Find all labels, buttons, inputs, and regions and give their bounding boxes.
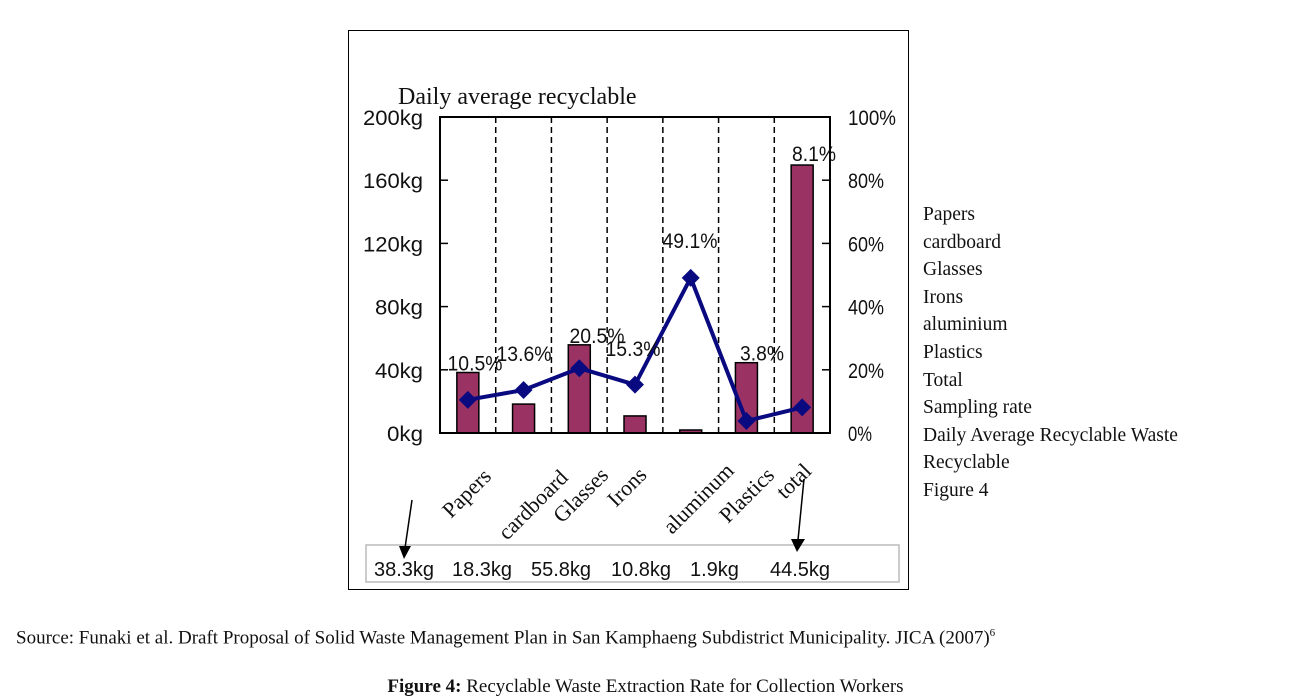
bar [511,403,536,434]
chart-title: Daily average recyclable [398,84,637,110]
rate-label: 15.3% [606,338,661,361]
caption-text: Recyclable Waste Extraction Rate for Col… [461,676,904,697]
legend-list-item: Figure 4 [923,479,989,501]
plot-border [439,116,831,434]
rate-label: 49.1% [663,230,718,253]
legend-list-item: cardboard [923,231,1001,253]
source-superscript: 6 [989,627,996,639]
y-right-tick-label: 40% [848,297,884,320]
y-left-tick-label: 160kg [363,170,423,193]
value-box [365,544,900,583]
legend-list-item: Daily Average Recyclable Waste [923,424,1178,446]
source-note: Source: Funaki et al. Draft Proposal of … [16,627,995,649]
x-category-label: Irons [602,462,652,512]
value-box-item: 44.5kg [770,559,830,581]
y-left-tick-label: 40kg [375,360,423,383]
y-left-tick-label: 200kg [363,107,423,130]
y-left-tick-label: 0kg [387,423,423,446]
y-left-tick-label: 80kg [375,297,423,320]
legend-list-item: Plastics [923,341,983,363]
legend-list-item: Total [923,369,963,391]
value-box-item: 10.8kg [611,559,671,581]
figure-caption: Figure 4: Recyclable Waste Extraction Ra… [0,676,1291,698]
legend-list-item: Irons [923,286,964,308]
chart: Daily average recyclable 0kg 40kg 80kg 120k… [363,84,900,583]
y-right-tick-label: 0% [848,423,872,446]
rate-marker [570,359,589,378]
y-right-tick-label: 20% [848,360,884,383]
legend-list-item: Papers [923,204,975,225]
rate-marker [626,375,644,394]
rate-label: 10.5% [448,352,503,375]
x-category-label: total [771,458,816,503]
legend-list-item: Glasses [923,259,983,281]
chart-frame [348,30,909,590]
value-box-item: 1.9kg [690,559,739,581]
bar [567,344,592,434]
rate-marker [681,268,700,287]
rate-label: 20.5% [570,325,625,348]
rate-marker [793,398,812,417]
value-box-item: 18.3kg [452,559,512,581]
legend-list-item: Sampling rate [923,397,1032,419]
rate-label: 13.6% [497,343,552,366]
value-box-item: 38.3kg [374,559,434,581]
y-left-tick-label: 120kg [363,233,423,256]
bar [790,164,814,434]
rate-marker [458,390,477,409]
papers-arrow-head [399,546,411,559]
y-right-tick-label: 100% [848,107,896,130]
bar [623,415,647,434]
legend-list: Papers cardboard Glasses Irons aluminium Plas… [923,201,1178,505]
source-text: Source: Funaki et al. Draft Proposal of … [16,627,990,649]
x-category-label: Papers [437,463,496,522]
value-box-item: 55.8kg [531,559,591,581]
legend-list-item: aluminium [923,314,1008,336]
rate-label: 3.8% [740,343,784,366]
y-right-tick-label: 80% [848,170,884,193]
total-arrow-line [797,478,805,541]
rate-label: 8.1% [792,143,836,166]
rate-marker [737,411,756,430]
caption-label: Figure 4: [387,676,462,697]
papers-arrow-line [404,499,413,549]
legend-list-item: Recyclable [923,452,1010,474]
y-right-tick-label: 60% [848,233,884,256]
rate-marker [514,381,533,400]
total-arrow-head [791,539,805,552]
